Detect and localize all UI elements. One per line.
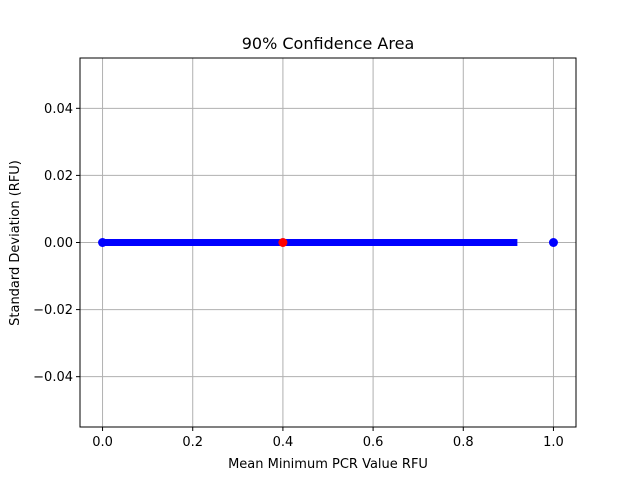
- axis-ticks: 0.0 0.2 0.4 0.6 0.8 1.0 −0.04 −0.02 0.00 0.02 0.04: [33, 102, 564, 450]
- y-tick-label: 0.00: [44, 236, 73, 251]
- y-tick-label: 0.02: [44, 169, 73, 184]
- x-tick-label: 0.2: [182, 435, 203, 450]
- x-tick-label: 0.4: [273, 435, 294, 450]
- x-axis-title: Mean Minimum PCR Value RFU: [228, 457, 428, 472]
- y-tick-label: −0.02: [33, 303, 73, 318]
- y-tick-label: −0.04: [33, 370, 73, 385]
- plot-frame: [79, 57, 577, 428]
- data-point: [278, 238, 288, 247]
- y-tick-label: 0.04: [44, 102, 73, 117]
- x-tick-label: 0.0: [92, 435, 113, 450]
- y-axis-title: Standard Deviation (RFU): [8, 160, 23, 326]
- x-tick-label: 1.0: [543, 435, 564, 450]
- data-point: [98, 238, 108, 247]
- x-tick-label: 0.6: [363, 435, 384, 450]
- chart-title: 90% Confidence Area: [242, 34, 415, 53]
- plot-data: [98, 238, 558, 247]
- data-point: [548, 238, 558, 247]
- x-tick-label: 0.8: [453, 435, 474, 450]
